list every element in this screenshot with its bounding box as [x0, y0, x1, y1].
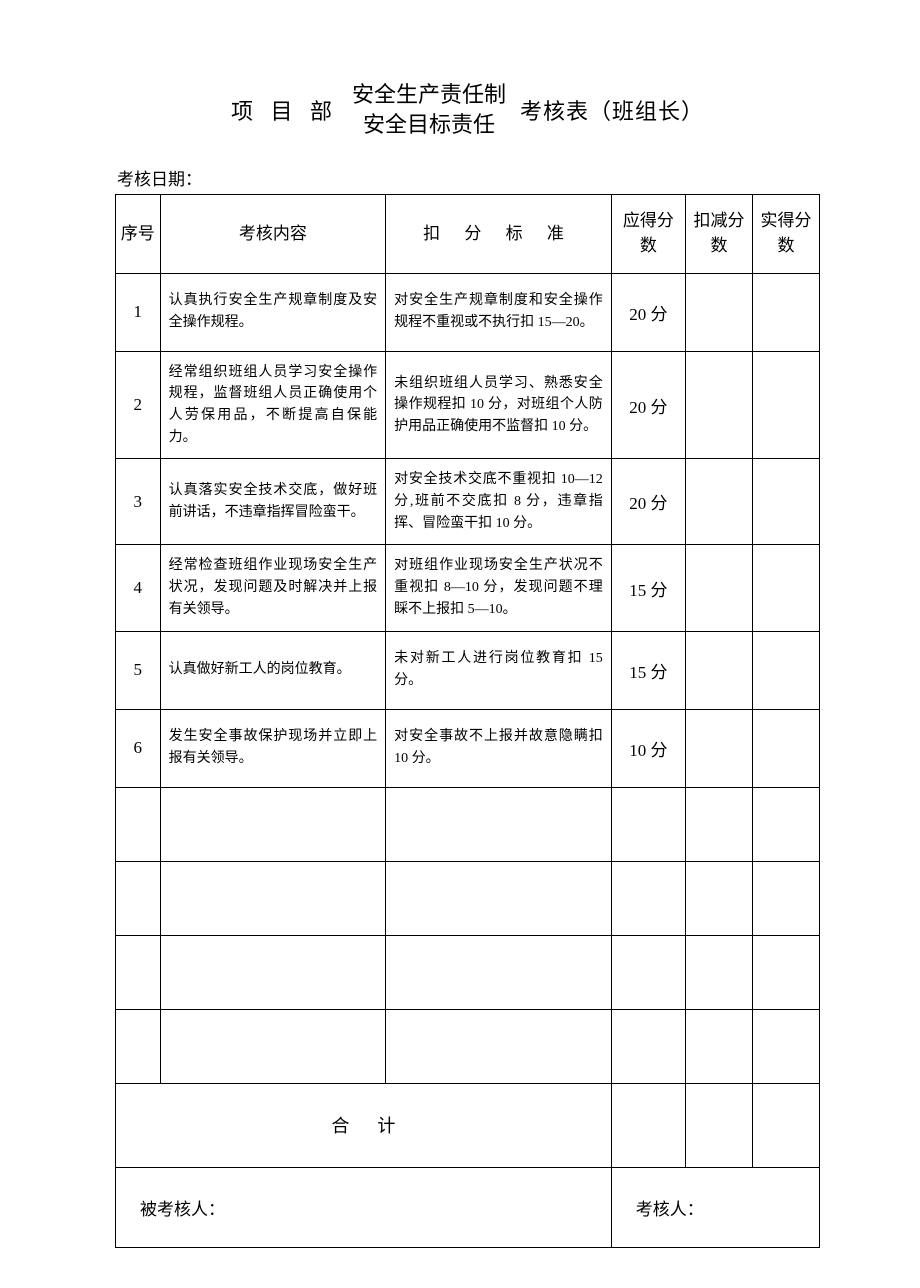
assessment-date-label: 考核日期： [115, 165, 820, 190]
row-criteria: 对安全事故不上报并故意隐瞒扣 10 分。 [386, 709, 612, 787]
title-mid: 安全生产责任制 安全目标责任 [352, 80, 506, 139]
row-deduct [686, 351, 753, 459]
table-row-empty [116, 1009, 820, 1083]
row-score: 20 分 [611, 351, 685, 459]
row-index: 4 [116, 545, 161, 631]
row-actual [753, 459, 820, 545]
col-header-criteria: 扣 分 标 准 [386, 195, 612, 273]
signature-row: 被考核人：考核人： [116, 1167, 820, 1247]
row-actual [753, 545, 820, 631]
table-row: 5认真做好新工人的岗位教育。未对新工人进行岗位教育扣 15 分。15 分 [116, 631, 820, 709]
assessee-label: 被考核人： [116, 1167, 612, 1247]
table-row: 4 经常检查班组作业现场安全生产状况，发现问题及时解决并上报有关领导。对班组作业… [116, 545, 820, 631]
total-label: 合计 [116, 1083, 612, 1167]
row-deduct [686, 459, 753, 545]
table-row-empty [116, 787, 820, 861]
table-row: 1认真执行安全生产规章制度及安全操作规程。对安全生产规章制度和安全操作规程不重视… [116, 273, 820, 351]
col-header-deduct: 扣减分数 [686, 195, 753, 273]
row-score: 20 分 [611, 459, 685, 545]
title-left: 项 目 部 [231, 94, 338, 126]
row-deduct [686, 709, 753, 787]
row-actual [753, 351, 820, 459]
row-criteria: 对班组作业现场安全生产状况不重视扣 8—10 分，发现问题不理睬不上报扣 5—1… [386, 545, 612, 631]
title-mid-bottom: 安全目标责任 [363, 110, 495, 140]
table-header-row: 序号 考核内容 扣 分 标 准 应得分数 扣减分数 实得分数 [116, 195, 820, 273]
col-header-actual: 实得分数 [753, 195, 820, 273]
col-header-index: 序号 [116, 195, 161, 273]
row-criteria: 未对新工人进行岗位教育扣 15 分。 [386, 631, 612, 709]
row-content: 认真执行安全生产规章制度及安全操作规程。 [160, 273, 386, 351]
row-actual [753, 273, 820, 351]
table-row: 3认真落实安全技术交底，做好班前讲话，不违章指挥冒险蛮干。对安全技术交底不重视扣… [116, 459, 820, 545]
row-score: 10 分 [611, 709, 685, 787]
title-mid-top: 安全生产责任制 [352, 80, 506, 110]
assessment-table: 序号 考核内容 扣 分 标 准 应得分数 扣减分数 实得分数 1认真执行安全生产… [115, 194, 820, 1247]
row-content: 经常检查班组作业现场安全生产状况，发现问题及时解决并上报有关领导。 [160, 545, 386, 631]
row-content: 发生安全事故保护现场并立即上报有关领导。 [160, 709, 386, 787]
title-right: 考核表（班组长） [520, 94, 704, 126]
total-deduct [686, 1083, 753, 1167]
row-deduct [686, 273, 753, 351]
row-score: 20 分 [611, 273, 685, 351]
row-criteria: 未组织班组人员学习、熟悉安全操作规程扣 10 分，对班组个人防护用品正确使用不监… [386, 351, 612, 459]
row-deduct [686, 545, 753, 631]
col-header-content: 考核内容 [160, 195, 386, 273]
row-score: 15 分 [611, 545, 685, 631]
table-row: 6发生安全事故保护现场并立即上报有关领导。对安全事故不上报并故意隐瞒扣 10 分… [116, 709, 820, 787]
row-score: 15 分 [611, 631, 685, 709]
col-header-score: 应得分数 [611, 195, 685, 273]
row-content: 认真做好新工人的岗位教育。 [160, 631, 386, 709]
row-actual [753, 709, 820, 787]
total-actual [753, 1083, 820, 1167]
page-title: 项 目 部 安全生产责任制 安全目标责任 考核表（班组长） [115, 80, 820, 139]
row-index: 1 [116, 273, 161, 351]
assessor-label: 考核人： [611, 1167, 819, 1247]
row-criteria: 对安全技术交底不重视扣 10—12 分,班前不交底扣 8 分，违章指挥、冒险蛮干… [386, 459, 612, 545]
row-criteria: 对安全生产规章制度和安全操作规程不重视或不执行扣 15—20。 [386, 273, 612, 351]
row-content: 认真落实安全技术交底，做好班前讲话，不违章指挥冒险蛮干。 [160, 459, 386, 545]
row-index: 2 [116, 351, 161, 459]
row-index: 3 [116, 459, 161, 545]
table-row-empty [116, 935, 820, 1009]
table-row: 2经常组织班组人员学习安全操作规程，监督班组人员正确使用个人劳保用品，不断提高自… [116, 351, 820, 459]
table-row-empty [116, 861, 820, 935]
total-score [611, 1083, 685, 1167]
total-row: 合计 [116, 1083, 820, 1167]
row-content: 经常组织班组人员学习安全操作规程，监督班组人员正确使用个人劳保用品，不断提高自保… [160, 351, 386, 459]
row-index: 6 [116, 709, 161, 787]
row-index: 5 [116, 631, 161, 709]
row-actual [753, 631, 820, 709]
row-deduct [686, 631, 753, 709]
